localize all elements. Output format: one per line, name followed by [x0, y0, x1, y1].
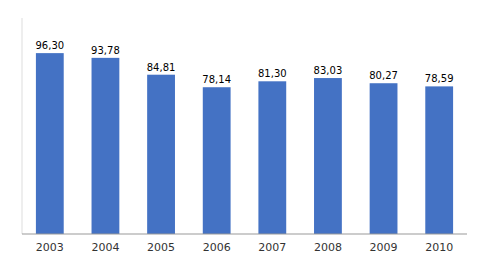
- bar: [314, 78, 342, 234]
- bar: [92, 58, 120, 234]
- x-tick-label: 2004: [91, 241, 119, 254]
- bar: [36, 53, 64, 234]
- x-tick-label: 2008: [314, 241, 342, 254]
- bar: [203, 87, 231, 234]
- data-label: 96,30: [35, 40, 64, 51]
- data-label: 93,78: [91, 45, 120, 56]
- chart: 96,30 93,78 84,81 78,14 81,30 83,03 80,27 78,59…: [0, 0, 479, 264]
- chart-container: 96,30 93,78 84,81 78,14 81,30 83,03 80,27 78,59…: [0, 0, 479, 264]
- x-tick-label: 2009: [370, 241, 398, 254]
- y-axis-line: [22, 18, 23, 234]
- data-label: 80,27: [369, 70, 398, 81]
- bar: [258, 81, 286, 234]
- data-label: 81,30: [258, 68, 287, 79]
- data-label: 84,81: [147, 62, 176, 73]
- bars: [36, 53, 453, 234]
- x-tick-label: 2003: [36, 241, 64, 254]
- bar: [147, 75, 175, 234]
- bar: [370, 83, 398, 234]
- x-tick-label: 2006: [203, 241, 231, 254]
- data-label: 83,03: [314, 65, 343, 76]
- x-tick-label: 2007: [258, 241, 286, 254]
- data-label: 78,59: [425, 73, 454, 84]
- data-label: 78,14: [202, 74, 231, 85]
- x-axis-line: [22, 234, 467, 235]
- bar: [425, 86, 453, 234]
- x-tick-label: 2010: [425, 241, 453, 254]
- x-tick-label: 2005: [147, 241, 175, 254]
